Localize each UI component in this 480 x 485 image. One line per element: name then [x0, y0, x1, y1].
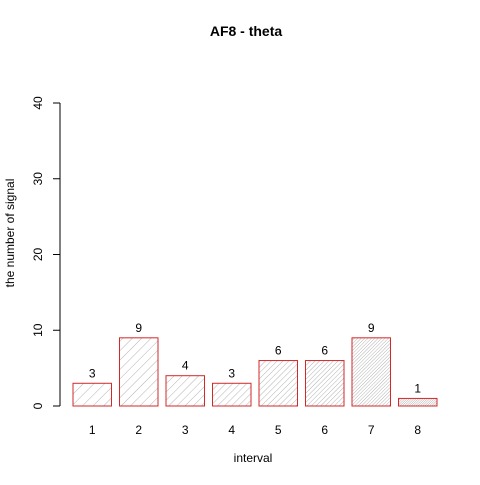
data-label: 9: [368, 321, 375, 335]
bar: [351, 337, 391, 407]
bar: [258, 360, 298, 407]
data-label: 3: [228, 366, 235, 380]
x-tick-label: 5: [275, 423, 282, 437]
data-label: 3: [89, 366, 96, 380]
data-label: 4: [182, 359, 189, 373]
data-label: 1: [414, 381, 421, 395]
data-label: 9: [135, 321, 142, 335]
bar: [398, 397, 438, 407]
y-tick-label: 40: [31, 96, 45, 110]
bar: [119, 337, 159, 407]
x-tick-label: 8: [414, 423, 421, 437]
x-tick-label: 3: [182, 423, 189, 437]
y-tick-label: 0: [31, 402, 45, 409]
data-label: 6: [321, 344, 328, 358]
x-tick-label: 6: [321, 423, 328, 437]
y-axis-label: the number of signal: [3, 179, 17, 288]
x-axis-label: interval: [234, 451, 273, 465]
x-tick-label: 7: [368, 423, 375, 437]
data-labels-group: 3 9 4 3 6 6 9 1: [89, 321, 422, 396]
y-tick-label: 30: [31, 172, 45, 186]
x-tick-label: 4: [228, 423, 235, 437]
x-tick-labels-group: 1 2 3 4 5 6 7 8: [89, 423, 422, 437]
y-tick-label: 10: [31, 323, 45, 337]
bar: [72, 382, 112, 407]
bars-group: [72, 337, 438, 407]
y-axis: 0 10 20 30 40: [31, 96, 61, 409]
bar: [165, 375, 205, 407]
bar: [212, 382, 252, 407]
data-label: 6: [275, 344, 282, 358]
x-tick-label: 2: [135, 423, 142, 437]
bar: [305, 360, 345, 407]
x-tick-label: 1: [89, 423, 96, 437]
y-tick-label: 20: [31, 248, 45, 262]
chart-title: AF8 - theta: [210, 23, 283, 39]
